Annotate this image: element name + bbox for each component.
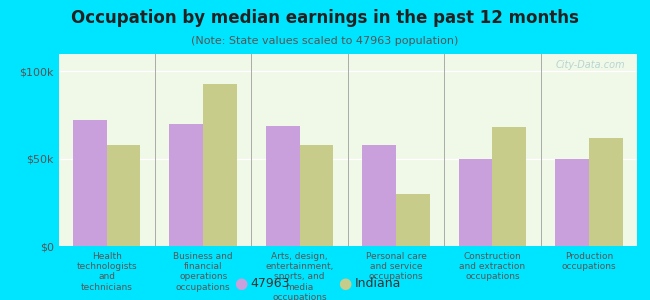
Bar (300, 145, 333, 246)
Text: ●: ● (234, 276, 247, 291)
Text: ●: ● (338, 276, 351, 291)
Bar (203, 84, 237, 246)
Bar (266, 126, 300, 246)
Bar (107, 145, 140, 246)
Bar (555, 159, 589, 246)
Bar (73, 120, 107, 246)
Bar (459, 159, 493, 246)
Bar (170, 124, 203, 246)
Text: Indiana: Indiana (354, 277, 400, 290)
Text: Occupation by median earnings in the past 12 months: Occupation by median earnings in the pas… (71, 9, 579, 27)
Text: 47963: 47963 (250, 277, 290, 290)
Bar (493, 127, 526, 246)
Bar (396, 194, 430, 246)
Text: City-Data.com: City-Data.com (556, 60, 625, 70)
Bar (362, 145, 396, 246)
Bar (589, 138, 623, 246)
Text: (Note: State values scaled to 47963 population): (Note: State values scaled to 47963 popu… (191, 36, 459, 46)
